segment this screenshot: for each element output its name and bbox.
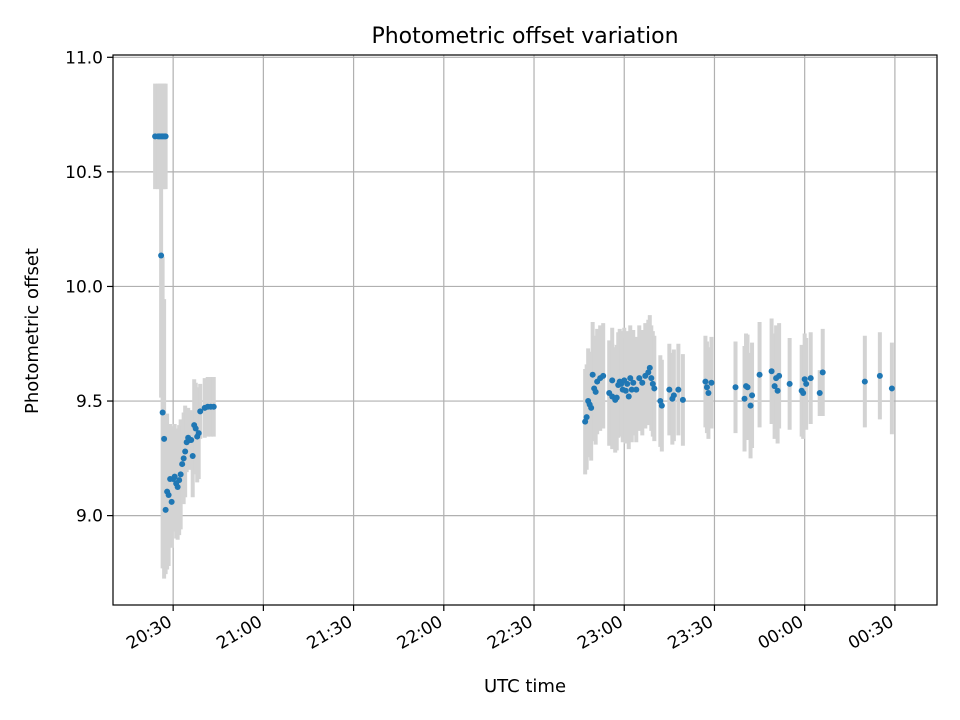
data-point [168, 498, 175, 505]
data-point [195, 430, 202, 437]
data-point [768, 368, 775, 375]
data-point [633, 386, 640, 393]
x-axis-ticks: 20:30 21:00 21:30 22:00 22:30 23:00 23:30 00:00… [123, 605, 897, 654]
data-point [583, 414, 590, 421]
x-tick-label: 20:30 [123, 612, 175, 654]
data-point [703, 384, 710, 391]
data-points [152, 133, 895, 513]
data-point [171, 473, 178, 480]
data-point [639, 379, 646, 386]
data-point [679, 396, 686, 403]
data-point [162, 506, 169, 513]
data-point [609, 377, 616, 384]
data-point [741, 395, 748, 402]
data-point [176, 477, 183, 484]
data-point [600, 372, 607, 379]
data-point [801, 376, 808, 383]
y-tick-label: 11.0 [65, 48, 103, 68]
x-tick-label: 22:00 [394, 612, 446, 654]
x-tick-label: 21:00 [213, 612, 265, 654]
y-tick-label: 10.5 [65, 163, 103, 183]
data-point [774, 387, 781, 394]
data-point [800, 390, 807, 397]
data-point [189, 453, 196, 460]
data-point [646, 364, 653, 371]
data-point [592, 388, 599, 395]
data-point [636, 375, 643, 382]
data-point [675, 386, 682, 393]
data-point [582, 418, 589, 425]
data-point [649, 380, 656, 387]
data-point [744, 384, 751, 391]
error-bars [153, 83, 894, 579]
data-point [588, 404, 595, 411]
y-axis-ticks: 9.0 9.5 10.0 10.5 11.0 [65, 48, 113, 527]
data-point [651, 385, 658, 392]
data-point [816, 390, 823, 397]
data-point [747, 402, 754, 409]
plot-frame [112, 54, 938, 606]
data-point [162, 133, 169, 140]
x-tick-label: 00:30 [845, 612, 897, 654]
y-axis-label: Photometric offset [22, 248, 43, 414]
data-point [819, 369, 826, 376]
data-point [708, 379, 715, 386]
data-point [159, 409, 166, 416]
data-point [771, 383, 778, 390]
y-tick-label: 10.0 [65, 277, 103, 297]
data-point [807, 375, 814, 382]
x-tick-label: 23:30 [665, 612, 717, 654]
y-tick-label: 9.0 [76, 507, 103, 527]
data-point [732, 384, 739, 391]
data-point [161, 435, 168, 442]
data-point [624, 380, 631, 387]
data-point [776, 372, 783, 379]
data-point [861, 378, 868, 385]
data-point [658, 402, 665, 409]
data-point [670, 392, 677, 399]
data-point [657, 398, 664, 405]
x-axis-label: UTC time [484, 676, 566, 697]
data-point [803, 380, 810, 387]
data-point [749, 392, 756, 399]
y-tick-label: 9.5 [76, 392, 103, 412]
data-point [702, 378, 709, 385]
data-point [165, 492, 172, 498]
data-point [888, 385, 895, 392]
data-point [625, 393, 632, 400]
data-point [197, 408, 204, 415]
grid [113, 55, 937, 605]
data-point [876, 372, 883, 379]
x-tick-label: 21:30 [304, 612, 356, 654]
data-point [666, 386, 673, 393]
data-point [589, 371, 596, 378]
data-point [705, 390, 712, 397]
data-point [158, 252, 165, 259]
data-point [628, 386, 635, 393]
data-point [630, 379, 637, 386]
data-point [174, 483, 181, 490]
data-point [786, 380, 793, 387]
data-point [192, 425, 199, 432]
data-point [188, 437, 195, 443]
data-point [180, 455, 187, 462]
x-tick-label: 23:00 [574, 612, 626, 654]
data-point [182, 448, 189, 455]
data-point [627, 375, 634, 382]
chart-title: Photometric offset variation [371, 24, 678, 49]
data-point [622, 387, 629, 394]
data-point [613, 394, 620, 401]
data-point [645, 369, 652, 376]
data-point [177, 471, 184, 478]
data-point [210, 403, 217, 410]
data-point [756, 371, 763, 378]
data-point [648, 375, 655, 382]
x-tick-label: 00:00 [755, 612, 807, 654]
data-point [179, 461, 186, 468]
x-tick-label: 22:30 [484, 612, 536, 654]
